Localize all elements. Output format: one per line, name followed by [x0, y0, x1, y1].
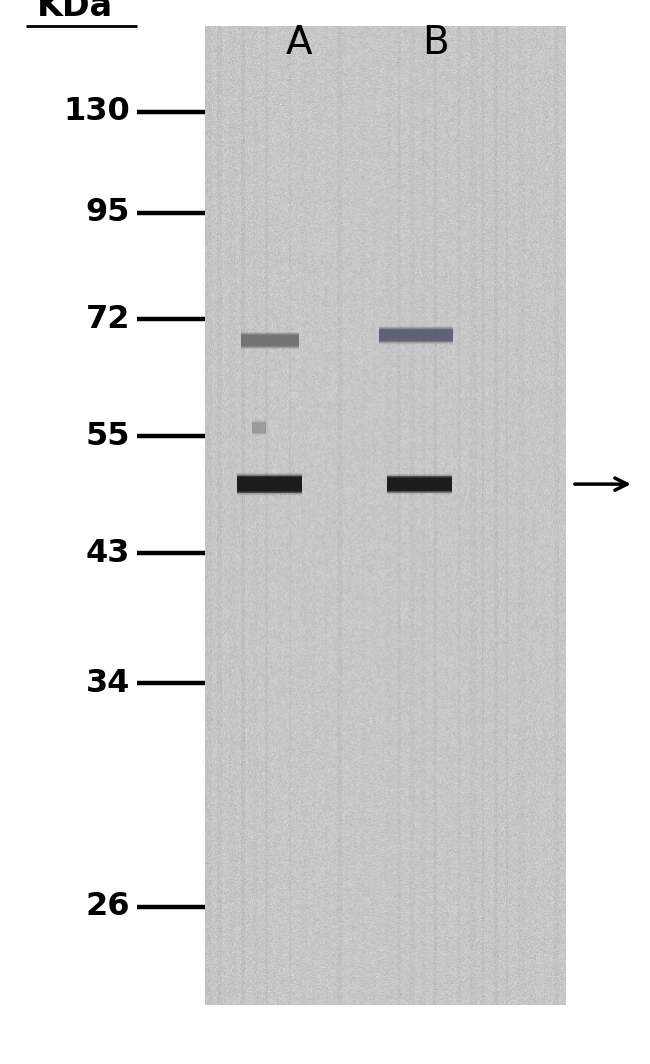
Bar: [252, 420, 266, 435]
Bar: [378, 329, 454, 342]
Text: 26: 26: [86, 891, 130, 922]
Bar: [237, 477, 302, 492]
Text: 72: 72: [86, 303, 130, 335]
Bar: [378, 328, 454, 343]
Text: B: B: [422, 23, 449, 62]
Bar: [378, 327, 454, 344]
Bar: [240, 334, 299, 347]
Bar: [387, 477, 452, 492]
Text: 95: 95: [86, 197, 130, 229]
Bar: [252, 422, 266, 433]
Bar: [378, 328, 454, 343]
Bar: [240, 333, 299, 348]
Bar: [387, 476, 452, 493]
Bar: [240, 333, 299, 348]
Bar: [205, 27, 566, 1005]
Text: 55: 55: [86, 420, 130, 452]
Bar: [240, 332, 299, 349]
Bar: [252, 420, 266, 435]
Text: 130: 130: [63, 96, 130, 128]
Bar: [237, 476, 302, 493]
Bar: [252, 421, 266, 434]
Bar: [252, 419, 266, 436]
Bar: [237, 477, 302, 492]
Bar: [240, 334, 299, 347]
Bar: [378, 330, 454, 340]
Bar: [252, 419, 266, 436]
Bar: [240, 331, 299, 350]
Bar: [378, 326, 454, 345]
Text: 34: 34: [86, 667, 130, 699]
Bar: [387, 475, 452, 494]
Bar: [387, 477, 452, 492]
Text: KDa: KDa: [36, 0, 113, 23]
Bar: [240, 332, 299, 349]
Bar: [237, 478, 302, 491]
Bar: [378, 327, 454, 344]
Bar: [237, 475, 302, 494]
Bar: [240, 335, 299, 346]
Bar: [387, 475, 452, 494]
Bar: [252, 422, 266, 432]
Bar: [237, 475, 302, 494]
Bar: [237, 472, 302, 496]
Bar: [387, 478, 452, 491]
Bar: [378, 329, 454, 342]
Bar: [237, 473, 302, 495]
Text: 43: 43: [86, 537, 130, 569]
Text: A: A: [286, 23, 312, 62]
Bar: [387, 473, 452, 495]
Bar: [252, 421, 266, 434]
Bar: [387, 478, 452, 489]
